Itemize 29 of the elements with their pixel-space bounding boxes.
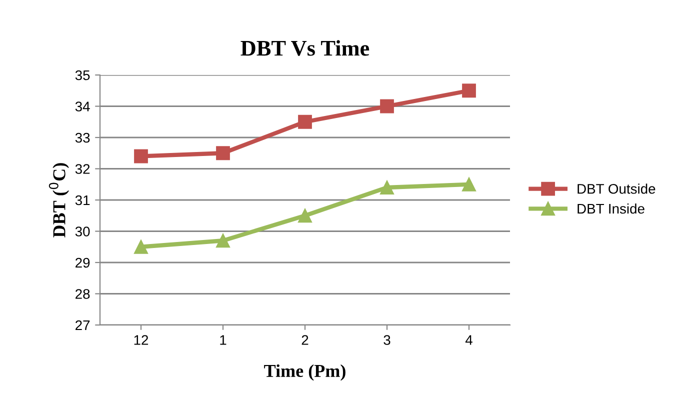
y-tick-label: 35 xyxy=(75,70,90,80)
y-tick-label: 30 xyxy=(75,226,90,236)
y-tick-label: 28 xyxy=(76,289,90,299)
point xyxy=(216,146,230,160)
x-tick-label: 1 xyxy=(220,335,226,345)
x-tick-label: 3 xyxy=(384,335,390,345)
point xyxy=(462,177,476,192)
x-tick-label: 4 xyxy=(465,335,472,345)
point xyxy=(462,84,476,98)
point xyxy=(380,99,394,114)
legend-label: DBT Outside xyxy=(578,184,656,194)
legend-label: DBT Inside xyxy=(578,203,644,214)
x-tick-label: 2 xyxy=(302,335,308,345)
point xyxy=(134,149,148,164)
y-tick-label: 31 xyxy=(75,195,90,206)
y-tick-label: 27 xyxy=(76,320,90,330)
point xyxy=(134,240,148,254)
y-tick-label: 29 xyxy=(76,258,90,268)
y-axis-title: DBT ($^{0}$C) xyxy=(48,163,70,238)
y-tick-label: 33 xyxy=(75,132,90,143)
chart-title: DBT Vs Time xyxy=(240,40,370,56)
point xyxy=(298,208,312,223)
point xyxy=(216,234,230,248)
point xyxy=(380,180,394,194)
y-tick-label: 34 xyxy=(75,102,90,112)
x-tick-label: 12 xyxy=(134,335,148,345)
point xyxy=(298,114,312,129)
y-tick-label: 32 xyxy=(75,164,90,174)
x-axis-title: Time (Pm) xyxy=(264,364,346,381)
